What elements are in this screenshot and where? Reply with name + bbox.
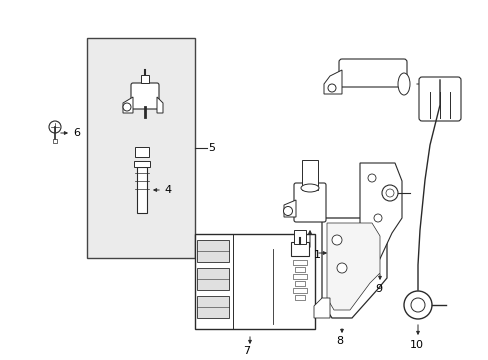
Bar: [135, 147, 149, 157]
Bar: [197, 296, 228, 318]
Polygon shape: [326, 223, 379, 310]
Circle shape: [327, 84, 335, 92]
Text: 7: 7: [243, 346, 250, 356]
Circle shape: [283, 207, 292, 216]
Circle shape: [403, 291, 431, 319]
Bar: [294, 267, 305, 272]
Text: 3: 3: [331, 248, 338, 258]
Bar: [302, 160, 317, 190]
FancyBboxPatch shape: [338, 59, 406, 87]
Bar: [137, 167, 147, 213]
Bar: [292, 260, 306, 265]
Polygon shape: [324, 70, 341, 94]
Text: 4: 4: [163, 185, 171, 195]
Bar: [87, 38, 195, 258]
Circle shape: [381, 185, 397, 201]
Ellipse shape: [397, 73, 409, 95]
Bar: [134, 161, 150, 167]
Bar: [294, 281, 305, 286]
Bar: [293, 230, 305, 244]
Bar: [290, 242, 308, 256]
Text: 1: 1: [313, 250, 320, 260]
Circle shape: [373, 214, 381, 222]
Ellipse shape: [301, 184, 318, 192]
Polygon shape: [321, 218, 386, 318]
Bar: [53, 139, 57, 143]
Polygon shape: [157, 97, 163, 113]
Circle shape: [49, 121, 61, 133]
Polygon shape: [284, 200, 295, 217]
FancyBboxPatch shape: [293, 183, 325, 222]
Bar: [292, 288, 306, 293]
Bar: [294, 295, 305, 300]
Circle shape: [336, 263, 346, 273]
Polygon shape: [313, 298, 329, 318]
FancyBboxPatch shape: [131, 83, 159, 109]
Bar: [292, 274, 306, 279]
Polygon shape: [123, 97, 133, 113]
Circle shape: [331, 235, 341, 245]
Polygon shape: [359, 163, 401, 263]
Text: 2: 2: [428, 79, 435, 89]
Circle shape: [123, 103, 131, 111]
FancyBboxPatch shape: [418, 77, 460, 121]
Bar: [197, 240, 228, 262]
Text: 9: 9: [374, 284, 381, 294]
Text: 8: 8: [335, 336, 343, 346]
Circle shape: [385, 189, 393, 197]
Text: 6: 6: [73, 128, 80, 138]
Circle shape: [367, 174, 375, 182]
Bar: [197, 268, 228, 290]
Text: 5: 5: [207, 143, 215, 153]
Polygon shape: [195, 234, 314, 329]
Text: 10: 10: [409, 340, 423, 350]
Bar: [141, 75, 149, 83]
Circle shape: [410, 298, 424, 312]
